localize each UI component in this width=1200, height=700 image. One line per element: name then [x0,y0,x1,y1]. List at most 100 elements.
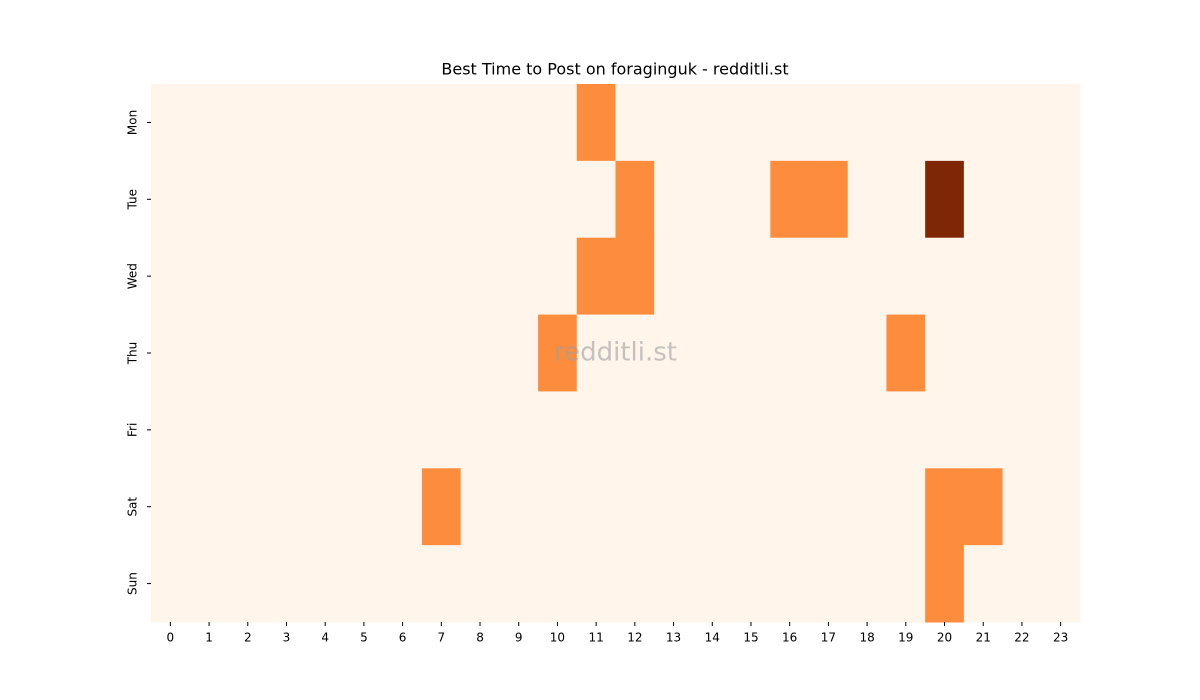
heatmap-cell [692,545,733,623]
heatmap-cell [925,160,965,239]
x-tick-label: 11 [589,631,604,645]
heatmap-cell [731,160,771,239]
heatmap-cell [383,314,423,392]
heatmap-cell [344,545,384,623]
heatmap-cell [1041,314,1081,392]
heatmap-cell [886,160,926,239]
heatmap-cell [538,84,578,162]
heatmap-cell [1041,468,1081,546]
heatmap-cell [228,391,268,469]
x-tick-label: 1 [205,631,213,645]
heatmap-cell [809,160,849,239]
watermark: redditli.st [554,338,677,368]
heatmap-cell [1002,160,1042,239]
heatmap-cell [576,237,616,316]
heatmap-cell [499,391,539,469]
x-tick-label: 10 [550,631,565,645]
heatmap-cell [421,545,462,623]
heatmap-cell [499,545,539,623]
heatmap-cell [1041,237,1081,316]
heatmap-cell [460,314,500,392]
heatmap-cell [305,160,346,239]
heatmap-cell [305,391,346,469]
heatmap-cell [731,237,771,316]
heatmap-cell [886,84,926,162]
heatmap-cell [770,314,810,392]
heatmap-cell [305,84,346,162]
heatmap-cell [460,468,500,546]
heatmap-cell [576,468,616,546]
heatmap-cell [576,160,616,239]
heatmap-cell [654,84,694,162]
heatmap-cell [576,391,616,469]
heatmap-cell [267,84,307,162]
heatmap-cell [267,314,307,392]
heatmap-cell [189,84,229,162]
heatmap-cell [151,314,191,392]
heatmap-cells [151,84,1081,623]
heatmap-cell [886,468,926,546]
heatmap-cell [692,160,733,239]
heatmap-cell [770,84,810,162]
heatmap-cell [460,160,500,239]
heatmap-cell [809,545,849,623]
heatmap-cell [925,468,965,546]
heatmap-cell [421,84,462,162]
heatmap-cell [1002,314,1042,392]
heatmap-cell [692,314,733,392]
heatmap-cell [538,468,578,546]
chart-title: Best Time to Post on foraginguk - reddit… [441,60,788,79]
heatmap-cell [499,314,539,392]
y-tick-label: Wed [126,263,140,289]
heatmap-cell [576,314,616,392]
heatmap-cell [421,391,462,469]
heatmap-cell [692,237,733,316]
heatmap-cell [267,160,307,239]
heatmap-cell [151,468,191,546]
x-tick-label: 19 [898,631,913,645]
heatmap-cell [189,314,229,392]
heatmap-cell [228,160,268,239]
heatmap-cell [305,468,346,546]
heatmap-cell [770,545,810,623]
heatmap-cell [654,391,694,469]
x-tick-label: 8 [476,631,484,645]
heatmap-cell [809,314,849,392]
heatmap-cell [963,545,1004,623]
heatmap-cell [576,84,616,162]
heatmap-cell [151,391,191,469]
heatmap-cell [963,237,1004,316]
heatmap-cell [692,391,733,469]
heatmap-cell [963,391,1004,469]
x-tick-label: 7 [437,631,445,645]
heatmap-cell [925,314,965,392]
x-tick-label: 4 [321,631,329,645]
heatmap-cell [731,84,771,162]
heatmap-cell [228,545,268,623]
heatmap-cell [151,84,191,162]
x-tick-label: 14 [705,631,720,645]
heatmap-cell [809,468,849,546]
heatmap-cell [538,391,578,469]
heatmap-cell [847,314,887,392]
heatmap-cell [267,468,307,546]
x-tick-label: 0 [167,631,175,645]
heatmap-cell [925,391,965,469]
heatmap-cell [267,391,307,469]
heatmap-cell [770,468,810,546]
heatmap-cell [421,160,462,239]
heatmap-cell [576,545,616,623]
heatmap-cell [383,84,423,162]
heatmap-cell [460,84,500,162]
heatmap-cell [1002,84,1042,162]
x-tick-label: 21 [976,631,991,645]
heatmap-cell [267,545,307,623]
heatmap-cell [1002,545,1042,623]
heatmap-cell [421,314,462,392]
heatmap-cell [1002,468,1042,546]
heatmap-cell [189,391,229,469]
heatmap-cell [344,237,384,316]
heatmap-cell [847,468,887,546]
y-tick-label: Thu [126,342,140,366]
heatmap-cell [421,468,462,546]
